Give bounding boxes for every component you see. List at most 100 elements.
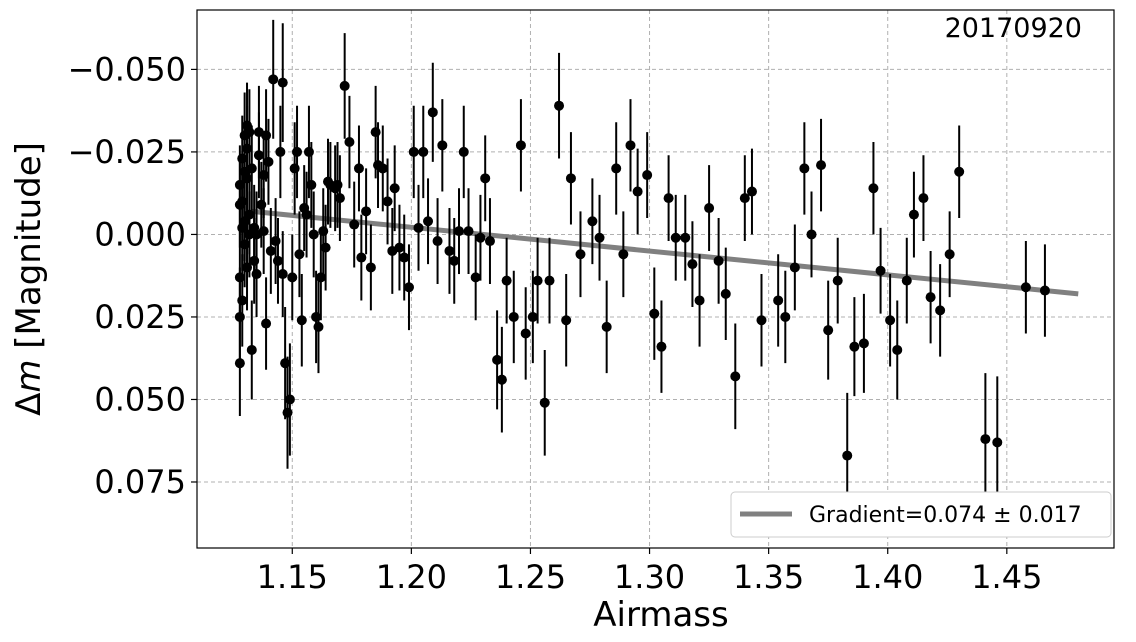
data-point bbox=[832, 275, 843, 286]
data-point bbox=[399, 252, 410, 263]
data-point bbox=[980, 434, 991, 445]
data-point bbox=[444, 245, 455, 256]
data-point bbox=[261, 130, 272, 141]
data-point bbox=[901, 275, 912, 286]
data-point bbox=[308, 229, 319, 240]
data-point bbox=[587, 216, 598, 227]
data-point bbox=[284, 394, 295, 405]
data-point bbox=[261, 318, 272, 329]
data-point bbox=[484, 236, 495, 247]
data-point bbox=[561, 315, 572, 326]
data-point bbox=[789, 262, 800, 273]
data-point bbox=[365, 262, 376, 273]
data-point bbox=[237, 295, 248, 306]
data-point bbox=[842, 450, 853, 461]
data-point bbox=[858, 338, 869, 349]
data-point bbox=[594, 232, 605, 243]
y-axis-ticks: −0.050 −0.025 0.000 0.025 0.050 0.075 bbox=[68, 50, 197, 501]
y-tick-label: −0.050 bbox=[68, 50, 186, 88]
plot-frame bbox=[196, 9, 1115, 549]
data-point bbox=[746, 186, 757, 197]
data-point bbox=[704, 203, 715, 214]
data-point bbox=[773, 295, 784, 306]
data-point bbox=[515, 140, 526, 151]
data-point bbox=[694, 295, 705, 306]
y-axis-title-units: [Magnitude] bbox=[9, 142, 49, 359]
data-point bbox=[663, 193, 674, 204]
data-point bbox=[256, 199, 267, 210]
data-point bbox=[280, 358, 291, 369]
x-axis-ticks: 1.15 1.20 1.25 1.30 1.35 1.40 1.45 bbox=[257, 548, 1042, 596]
data-point bbox=[496, 374, 507, 385]
data-point bbox=[382, 196, 393, 207]
data-point bbox=[780, 311, 791, 322]
x-tick-label: 1.20 bbox=[376, 558, 447, 596]
data-point bbox=[237, 196, 248, 207]
data-point bbox=[370, 127, 381, 138]
data-point bbox=[458, 146, 469, 157]
data-point bbox=[625, 140, 636, 151]
data-point bbox=[935, 305, 946, 316]
y-axis-title: Δm [Magnitude] bbox=[9, 142, 49, 416]
x-tick-label: 1.40 bbox=[852, 558, 923, 596]
data-point bbox=[389, 183, 400, 194]
data-point bbox=[642, 170, 653, 181]
data-point bbox=[242, 143, 253, 154]
data-point bbox=[277, 77, 288, 88]
data-point bbox=[246, 163, 257, 174]
data-point bbox=[799, 163, 810, 174]
data-point bbox=[806, 229, 817, 240]
y-axis-title-m: m bbox=[9, 360, 49, 393]
data-point bbox=[449, 255, 460, 266]
data-point bbox=[334, 193, 345, 204]
data-point bbox=[649, 308, 660, 319]
data-point bbox=[272, 255, 283, 266]
x-tick-label: 1.35 bbox=[733, 558, 804, 596]
data-point bbox=[311, 311, 322, 322]
data-point bbox=[992, 437, 1003, 448]
data-point bbox=[292, 146, 303, 157]
data-point bbox=[432, 236, 443, 247]
data-point bbox=[908, 209, 919, 220]
x-tick-label: 1.45 bbox=[971, 558, 1042, 596]
data-point bbox=[575, 249, 586, 260]
data-point bbox=[670, 232, 681, 243]
data-point bbox=[306, 179, 317, 190]
data-point bbox=[313, 321, 324, 332]
data-point bbox=[618, 249, 629, 260]
data-point bbox=[892, 344, 903, 355]
data-point bbox=[394, 242, 405, 253]
date-annotation: 20170920 bbox=[945, 13, 1082, 44]
data-point bbox=[539, 397, 550, 408]
data-point bbox=[470, 272, 481, 283]
data-point bbox=[270, 236, 281, 247]
data-point bbox=[520, 328, 531, 339]
data-point bbox=[277, 269, 288, 280]
data-point bbox=[492, 354, 503, 365]
data-point bbox=[253, 150, 264, 161]
data-point bbox=[1039, 285, 1050, 296]
data-point bbox=[730, 371, 741, 382]
data-point bbox=[408, 146, 419, 157]
data-point bbox=[713, 255, 724, 266]
data-point bbox=[554, 100, 565, 111]
data-point bbox=[475, 232, 486, 243]
data-point bbox=[885, 315, 896, 326]
data-point bbox=[565, 173, 576, 184]
data-point bbox=[544, 275, 555, 286]
data-point bbox=[816, 160, 827, 171]
data-point bbox=[258, 226, 269, 237]
data-point bbox=[234, 272, 245, 283]
data-point bbox=[258, 170, 269, 181]
data-point bbox=[294, 249, 305, 260]
data-point bbox=[480, 173, 491, 184]
data-point bbox=[437, 140, 448, 151]
data-point bbox=[501, 275, 512, 286]
data-point bbox=[356, 252, 367, 263]
data-point bbox=[289, 163, 300, 174]
data-point bbox=[849, 341, 860, 352]
x-tick-label: 1.25 bbox=[495, 558, 566, 596]
legend-box bbox=[730, 491, 1112, 538]
data-point bbox=[320, 242, 331, 253]
